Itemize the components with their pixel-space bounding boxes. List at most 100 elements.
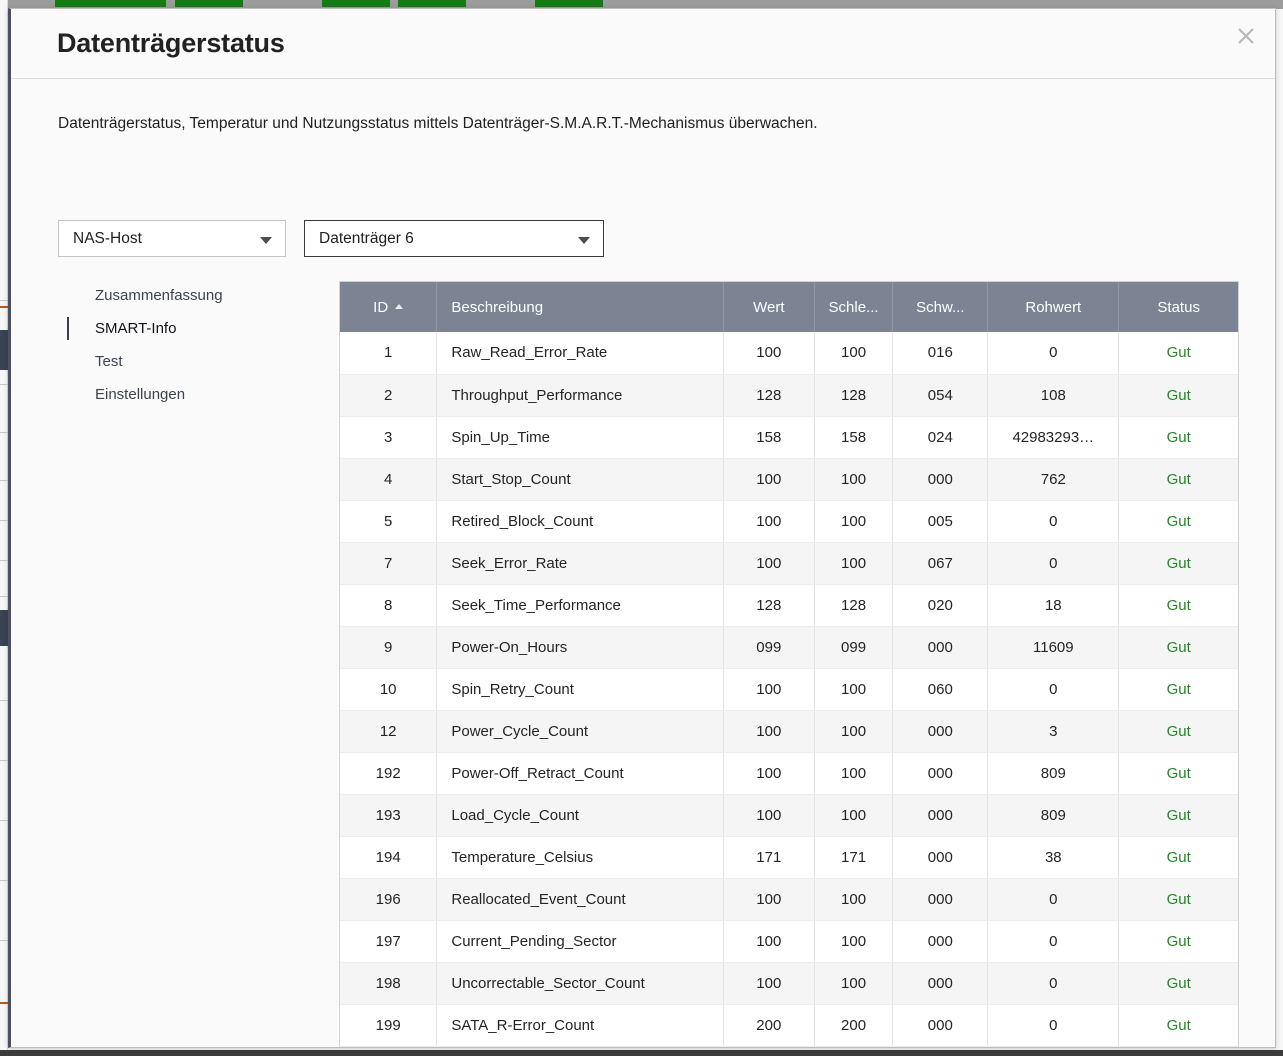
- cell-id: 7: [340, 542, 438, 585]
- cell-schlechtester-wert: 100: [814, 500, 894, 543]
- cell-schwellenwert: 000: [892, 752, 989, 795]
- dialog-description: Datenträgerstatus, Temperatur und Nutzun…: [58, 115, 818, 132]
- cell-wert: 100: [723, 794, 815, 837]
- cell-beschreibung: Seek_Error_Rate: [436, 542, 724, 585]
- cell-schlechtester-wert: 128: [814, 584, 894, 627]
- cell-beschreibung: Raw_Read_Error_Rate: [436, 332, 724, 375]
- cell-id: 10: [340, 668, 438, 711]
- table-row[interactable]: 1 Raw_Read_Error_Rate 100 100 016 0 Gut: [340, 332, 1238, 375]
- sidebar-item-smart-info[interactable]: SMART-Info: [58, 312, 298, 345]
- cell-schwellenwert: 000: [892, 710, 989, 753]
- cell-schwellenwert: 016: [892, 332, 989, 375]
- cell-schwellenwert: 005: [892, 500, 989, 543]
- cell-beschreibung: Throughput_Performance: [436, 374, 724, 417]
- cell-schwellenwert: 000: [892, 962, 989, 1005]
- sidebar-item-test[interactable]: Test: [95, 353, 123, 370]
- cell-beschreibung: Current_Pending_Sector: [436, 920, 724, 963]
- background-rail-block-1: [0, 330, 8, 370]
- cell-beschreibung: Seek_Time_Performance: [436, 584, 724, 627]
- cell-schlechtester-wert: 100: [814, 542, 894, 585]
- cell-id: 193: [340, 794, 438, 837]
- column-header-status[interactable]: Status: [1118, 282, 1238, 332]
- cell-schwellenwert: 000: [892, 878, 989, 921]
- cell-schlechtester-wert: 200: [814, 1004, 894, 1047]
- cell-status: Gut: [1118, 920, 1238, 963]
- cell-schlechtester-wert: 128: [814, 374, 894, 417]
- cell-wert: 100: [723, 752, 815, 795]
- cell-schwellenwert: 067: [892, 542, 989, 585]
- background-rail-divider-1: [0, 300, 8, 301]
- disk-select[interactable]: Datenträger 6: [304, 220, 604, 257]
- background-rail-divider-6: [0, 560, 8, 561]
- table-row[interactable]: 196 Reallocated_Event_Count 100 100 000 0 Gut: [340, 878, 1238, 921]
- cell-schwellenwert: 000: [892, 1004, 989, 1047]
- table-row[interactable]: 192 Power-Off_Retract_Count 100 100 000 809 Gu…: [340, 752, 1238, 795]
- table-row[interactable]: 12 Power_Cycle_Count 100 100 000 3 Gut: [340, 710, 1238, 753]
- cell-schlechtester-wert: 100: [814, 920, 894, 963]
- cell-status: Gut: [1118, 794, 1238, 837]
- smart-attributes-panel: ID Beschreibung Wert Schle... Schw... Ro…: [339, 281, 1239, 1047]
- table-row[interactable]: 7 Seek_Error_Rate 100 100 067 0 Gut: [340, 542, 1238, 585]
- table-row[interactable]: 3 Spin_Up_Time 158 158 024 42983293… Gut: [340, 416, 1238, 459]
- cell-rohwert: 108: [987, 374, 1120, 417]
- background-disk-bar-3: [175, 0, 243, 7]
- cell-schlechtester-wert: 100: [814, 332, 894, 375]
- cell-schlechtester-wert: 100: [814, 710, 894, 753]
- cell-beschreibung: Load_Cycle_Count: [436, 794, 724, 837]
- cell-rohwert: 0: [987, 1004, 1120, 1047]
- close-icon[interactable]: [1227, 17, 1265, 55]
- cell-beschreibung: Start_Stop_Count: [436, 458, 724, 501]
- host-select[interactable]: NAS-Host: [58, 220, 286, 257]
- background-rail-divider-11: [0, 880, 8, 881]
- page-title: Datenträgerstatus: [57, 28, 285, 58]
- cell-rohwert: 0: [987, 878, 1120, 921]
- column-header-rohwert[interactable]: Rohwert: [987, 282, 1120, 332]
- table-row[interactable]: 9 Power-On_Hours 099 099 000 11609 Gut: [340, 626, 1238, 669]
- background-rail-accent-2: [0, 1002, 8, 1004]
- table-row[interactable]: 193 Load_Cycle_Count 100 100 000 809 Gut: [340, 794, 1238, 837]
- cell-status: Gut: [1118, 542, 1238, 585]
- cell-rohwert: 3: [987, 710, 1120, 753]
- table-row[interactable]: 5 Retired_Block_Count 100 100 005 0 Gut: [340, 500, 1238, 543]
- sidebar-item-einstellungen[interactable]: Einstellungen: [95, 386, 186, 403]
- table-row[interactable]: 199 SATA_R-Error_Count 200 200 000 0 Gut: [340, 1004, 1238, 1047]
- table-row[interactable]: 198 Uncorrectable_Sector_Count 100 100 000 0 G…: [340, 962, 1238, 1005]
- disk-status-dialog: Datenträgerstatus Datenträgerstatus, Tem…: [8, 8, 1276, 1048]
- table-row[interactable]: 197 Current_Pending_Sector 100 100 000 0 Gut: [340, 920, 1238, 963]
- background-rail-divider-5: [0, 520, 8, 521]
- table-row[interactable]: 8 Seek_Time_Performance 128 128 020 18 Gut: [340, 584, 1238, 627]
- cell-rohwert: 0: [987, 542, 1120, 585]
- cell-rohwert: 38: [987, 836, 1120, 879]
- sidebar-item-zusammenfassung[interactable]: Zusammenfassung: [95, 287, 223, 304]
- cell-status: Gut: [1118, 500, 1238, 543]
- column-header-id[interactable]: ID: [340, 282, 438, 332]
- cell-status: Gut: [1118, 416, 1238, 459]
- column-header-schle[interactable]: Schle...: [814, 282, 894, 332]
- column-header-wert[interactable]: Wert: [723, 282, 815, 332]
- cell-status: Gut: [1118, 374, 1238, 417]
- cell-rohwert: 0: [987, 332, 1120, 375]
- table-body: 1 Raw_Read_Error_Rate 100 100 016 0 Gut 2 Throug…: [340, 332, 1238, 1047]
- background-rail-divider-2: [0, 384, 8, 385]
- table-row[interactable]: 4 Start_Stop_Count 100 100 000 762 Gut: [340, 458, 1238, 501]
- background-rail-divider-9: [0, 760, 8, 761]
- table-row[interactable]: 194 Temperature_Celsius 171 171 000 38 Gut: [340, 836, 1238, 879]
- column-header-beschreibung[interactable]: Beschreibung: [436, 282, 724, 332]
- cell-id: 8: [340, 584, 438, 627]
- chevron-down-icon: [578, 237, 590, 244]
- background-disk-bar-6: [535, 0, 603, 7]
- cell-id: 2: [340, 374, 438, 417]
- cell-beschreibung: Power_Cycle_Count: [436, 710, 724, 753]
- table-row[interactable]: 10 Spin_Retry_Count 100 100 060 0 Gut: [340, 668, 1238, 711]
- cell-beschreibung: SATA_R-Error_Count: [436, 1004, 724, 1047]
- cell-beschreibung: Power-On_Hours: [436, 626, 724, 669]
- sort-ascending-icon: [395, 303, 404, 309]
- background-left-rail: [0, 0, 8, 1056]
- cell-rohwert: 809: [987, 752, 1120, 795]
- disk-select-value: Datenträger 6: [319, 230, 414, 247]
- cell-wert: 100: [723, 542, 815, 585]
- column-header-schw[interactable]: Schw...: [892, 282, 989, 332]
- cell-schwellenwert: 054: [892, 374, 989, 417]
- cell-status: Gut: [1118, 458, 1238, 501]
- table-row[interactable]: 2 Throughput_Performance 128 128 054 108 Gut: [340, 374, 1238, 417]
